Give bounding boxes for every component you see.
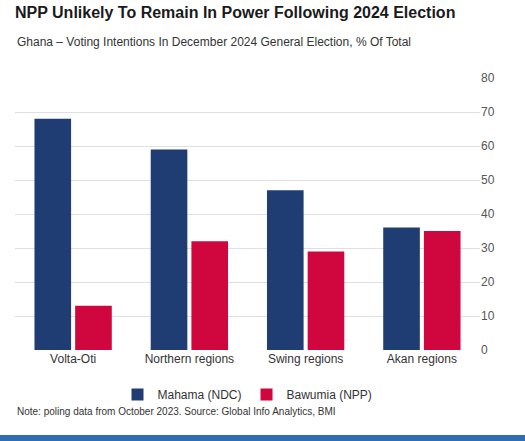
svg-text:10: 10 [481,309,495,323]
svg-text:50: 50 [481,173,495,187]
svg-text:Swing regions: Swing regions [268,352,343,366]
svg-text:NPP Unlikely To Remain In Powe: NPP Unlikely To Remain In Power Followin… [15,4,455,21]
svg-text:70: 70 [481,105,495,119]
svg-text:Mahama (NDC): Mahama (NDC) [158,388,242,402]
svg-text:Volta-Oti: Volta-Oti [50,352,96,366]
svg-text:Akan regions: Akan regions [387,352,457,366]
svg-text:Bawumia (NPP): Bawumia (NPP) [287,388,372,402]
svg-text:0: 0 [481,343,488,357]
svg-text:40: 40 [481,207,495,221]
svg-text:80: 80 [481,71,495,85]
svg-text:30: 30 [481,241,495,255]
svg-text:Ghana – Voting Intentions In D: Ghana – Voting Intentions In December 20… [17,35,411,49]
svg-text:60: 60 [481,139,495,153]
svg-text:Note: poling data from October: Note: poling data from October 2023. Sou… [17,406,336,417]
svg-text:Northern regions: Northern regions [145,352,234,366]
svg-text:20: 20 [481,275,495,289]
